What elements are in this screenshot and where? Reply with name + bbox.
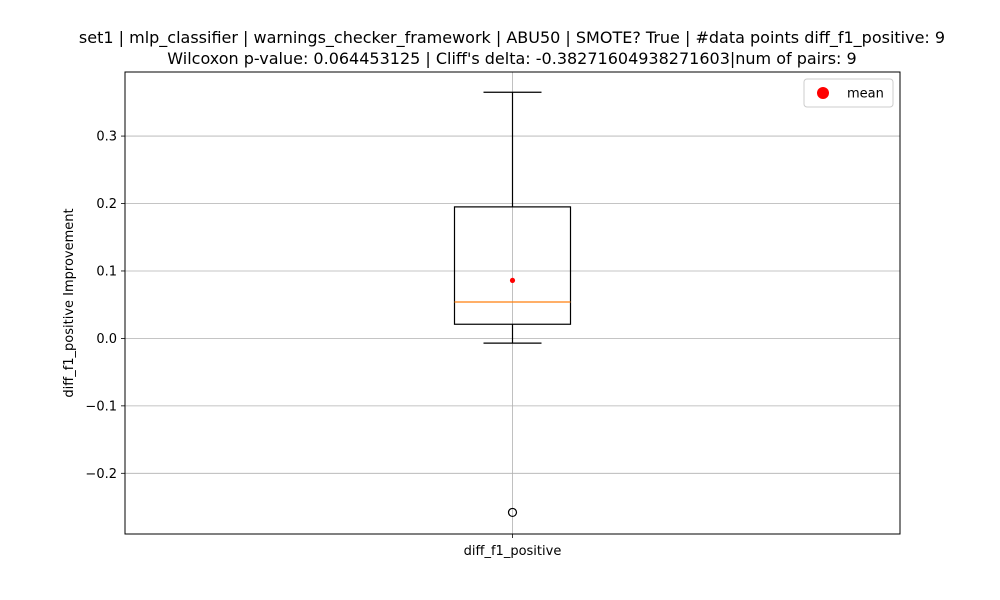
- mean-point: [509, 277, 516, 284]
- y-tick-label: −0.2: [85, 467, 117, 482]
- x-tick-label: diff_f1_positive: [464, 544, 562, 559]
- axis-ticks: −0.2 −0.1 0.0 0.1 0.2 0.3 diff_f1_positive: [85, 130, 561, 559]
- y-tick-label: 0.0: [96, 332, 117, 347]
- y-axis-label: diff_f1_positive Improvement: [62, 208, 77, 397]
- legend-label-mean: mean: [847, 87, 884, 102]
- y-tick-label: −0.1: [85, 399, 117, 414]
- legend-mean-marker: [817, 87, 829, 99]
- box-group: [453, 91, 572, 518]
- y-tick-label: 0.2: [96, 197, 117, 212]
- chart-title-line-2: Wilcoxon p-value: 0.064453125 | Cliff's …: [167, 49, 856, 68]
- chart-title-line-1: set1 | mlp_classifier | warnings_checker…: [79, 28, 945, 48]
- legend-frame: [803, 78, 894, 108]
- outlier-point: [507, 507, 518, 518]
- legend: mean: [803, 78, 894, 108]
- iqr-box: [453, 206, 572, 325]
- y-tick-label: 0.1: [96, 264, 117, 279]
- y-tick-label: 0.3: [96, 130, 117, 145]
